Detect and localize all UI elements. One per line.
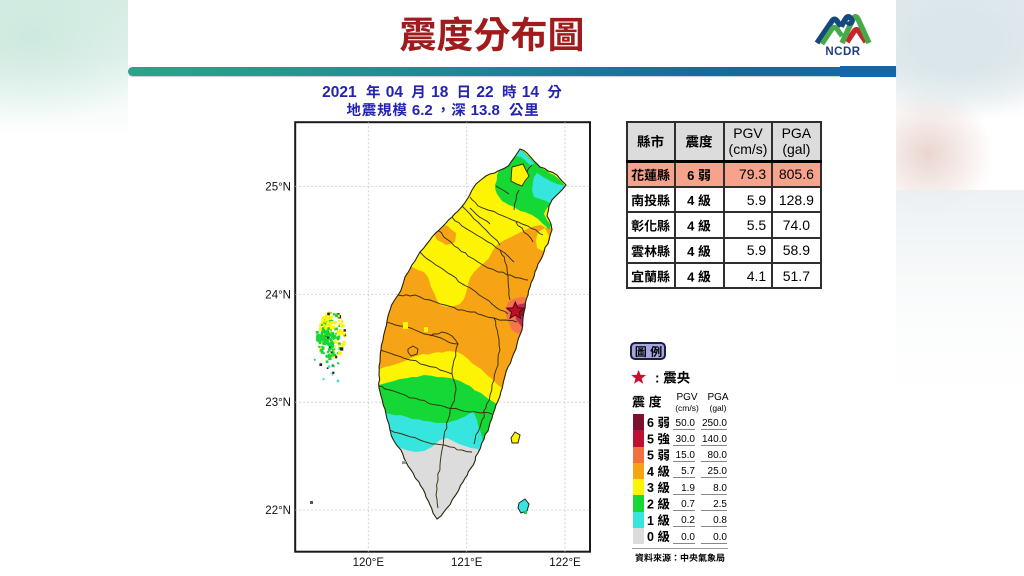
svg-text:6.2: 6.2 xyxy=(408,102,433,119)
svg-text:122°E: 122°E xyxy=(549,557,581,569)
svg-text:0: 0 xyxy=(647,530,657,544)
svg-text:4: 4 xyxy=(647,465,657,479)
svg-text:25°N: 25°N xyxy=(265,182,291,194)
svg-text:121°E: 121°E xyxy=(451,557,483,569)
svg-text:6: 6 xyxy=(687,168,698,183)
svg-text:5: 5 xyxy=(647,432,657,446)
svg-text:22: 22 xyxy=(472,84,498,101)
svg-text:3: 3 xyxy=(647,481,657,495)
svg-text:18: 18 xyxy=(427,84,453,101)
svg-text:2021: 2021 xyxy=(322,84,361,101)
svg-text:4: 4 xyxy=(687,244,698,259)
svg-text:4: 4 xyxy=(687,219,698,234)
svg-text::: : xyxy=(655,371,663,386)
svg-text:6: 6 xyxy=(647,416,657,430)
svg-text:23°N: 23°N xyxy=(265,397,291,409)
svg-text:04: 04 xyxy=(381,84,407,101)
svg-text:22°N: 22°N xyxy=(265,505,291,517)
svg-text:24°N: 24°N xyxy=(265,289,291,301)
svg-text:5: 5 xyxy=(647,449,657,463)
svg-text:13.8: 13.8 xyxy=(467,102,505,119)
svg-text:1: 1 xyxy=(647,514,657,528)
svg-text:4: 4 xyxy=(687,269,698,284)
svg-text:14: 14 xyxy=(518,84,544,101)
svg-text:120°E: 120°E xyxy=(353,557,385,569)
svg-text:4: 4 xyxy=(687,193,698,208)
svg-text:NCDR: NCDR xyxy=(825,46,860,58)
svg-text:2: 2 xyxy=(647,498,657,512)
